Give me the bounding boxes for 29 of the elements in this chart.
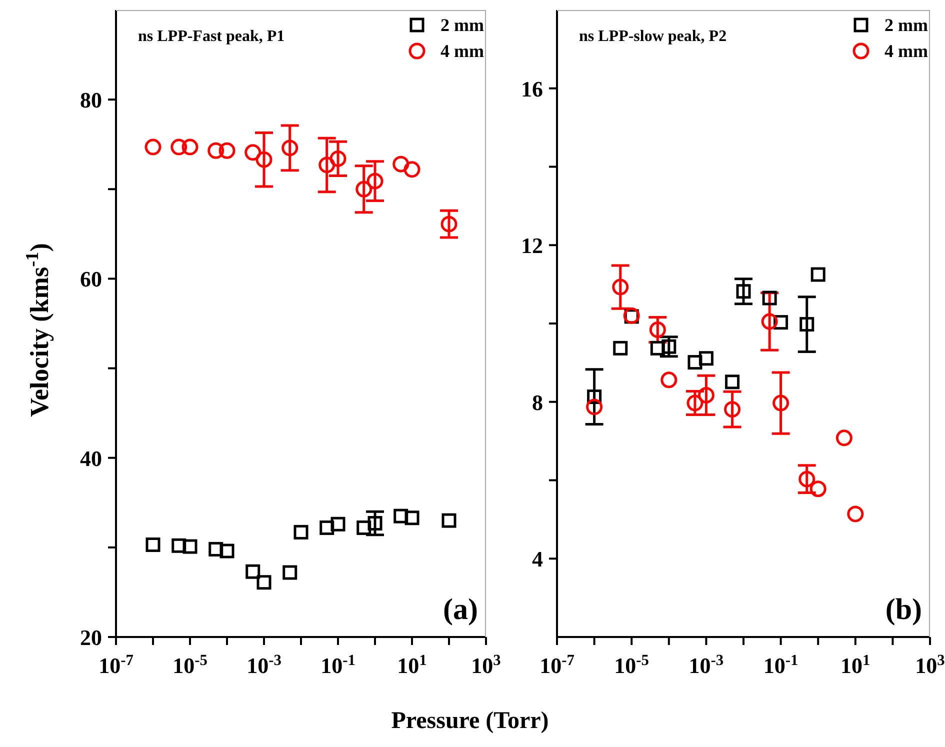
annotation: (b) — [885, 593, 922, 627]
x-tick-label: 10$^{-7}$ — [98, 652, 134, 678]
x-tick-label: 10$^{-5}$ — [614, 652, 650, 678]
x-axis-title: Pressure (Torr) — [391, 708, 549, 734]
legend-label: 4 mm — [440, 40, 484, 62]
x-tick-label: 10$^{-3}$ — [688, 652, 724, 678]
x-tick-label: 10$^{-1}$ — [763, 652, 798, 678]
y-tick-label: 20 — [80, 625, 102, 650]
legend-label: 4 mm — [884, 40, 928, 62]
x-tick-label: 10$^{3}$ — [471, 652, 502, 678]
text: ns LPP-Fast peak, P1 — [138, 28, 285, 46]
text: ns LPP-slow peak, P2 — [579, 28, 727, 46]
x-tick-label: 10$^{1}$ — [840, 652, 870, 678]
x-tick-label: 10$^{1}$ — [397, 652, 427, 678]
x-tick-label: 10$^{-7}$ — [540, 652, 575, 678]
y-tick-label: 60 — [80, 266, 102, 292]
y-tick-label: 80 — [80, 88, 102, 113]
legend-label: 2 mm — [884, 14, 928, 36]
y-tick-label: 8 — [532, 390, 543, 415]
y-tick-label: 12 — [521, 233, 543, 258]
y-tick-label: 16 — [521, 76, 543, 102]
legend-label: 2 mm — [440, 14, 484, 36]
y-tick-label: 40 — [80, 446, 102, 471]
annotation: (a) — [443, 593, 478, 627]
x-tick-label: 10$^{3}$ — [915, 652, 945, 678]
y-tick-label: 4 — [532, 546, 543, 572]
x-tick-label: 10$^{-1}$ — [320, 652, 356, 678]
x-tick-label: 10$^{-3}$ — [246, 652, 282, 678]
x-tick-label: 10$^{-5}$ — [172, 652, 208, 678]
